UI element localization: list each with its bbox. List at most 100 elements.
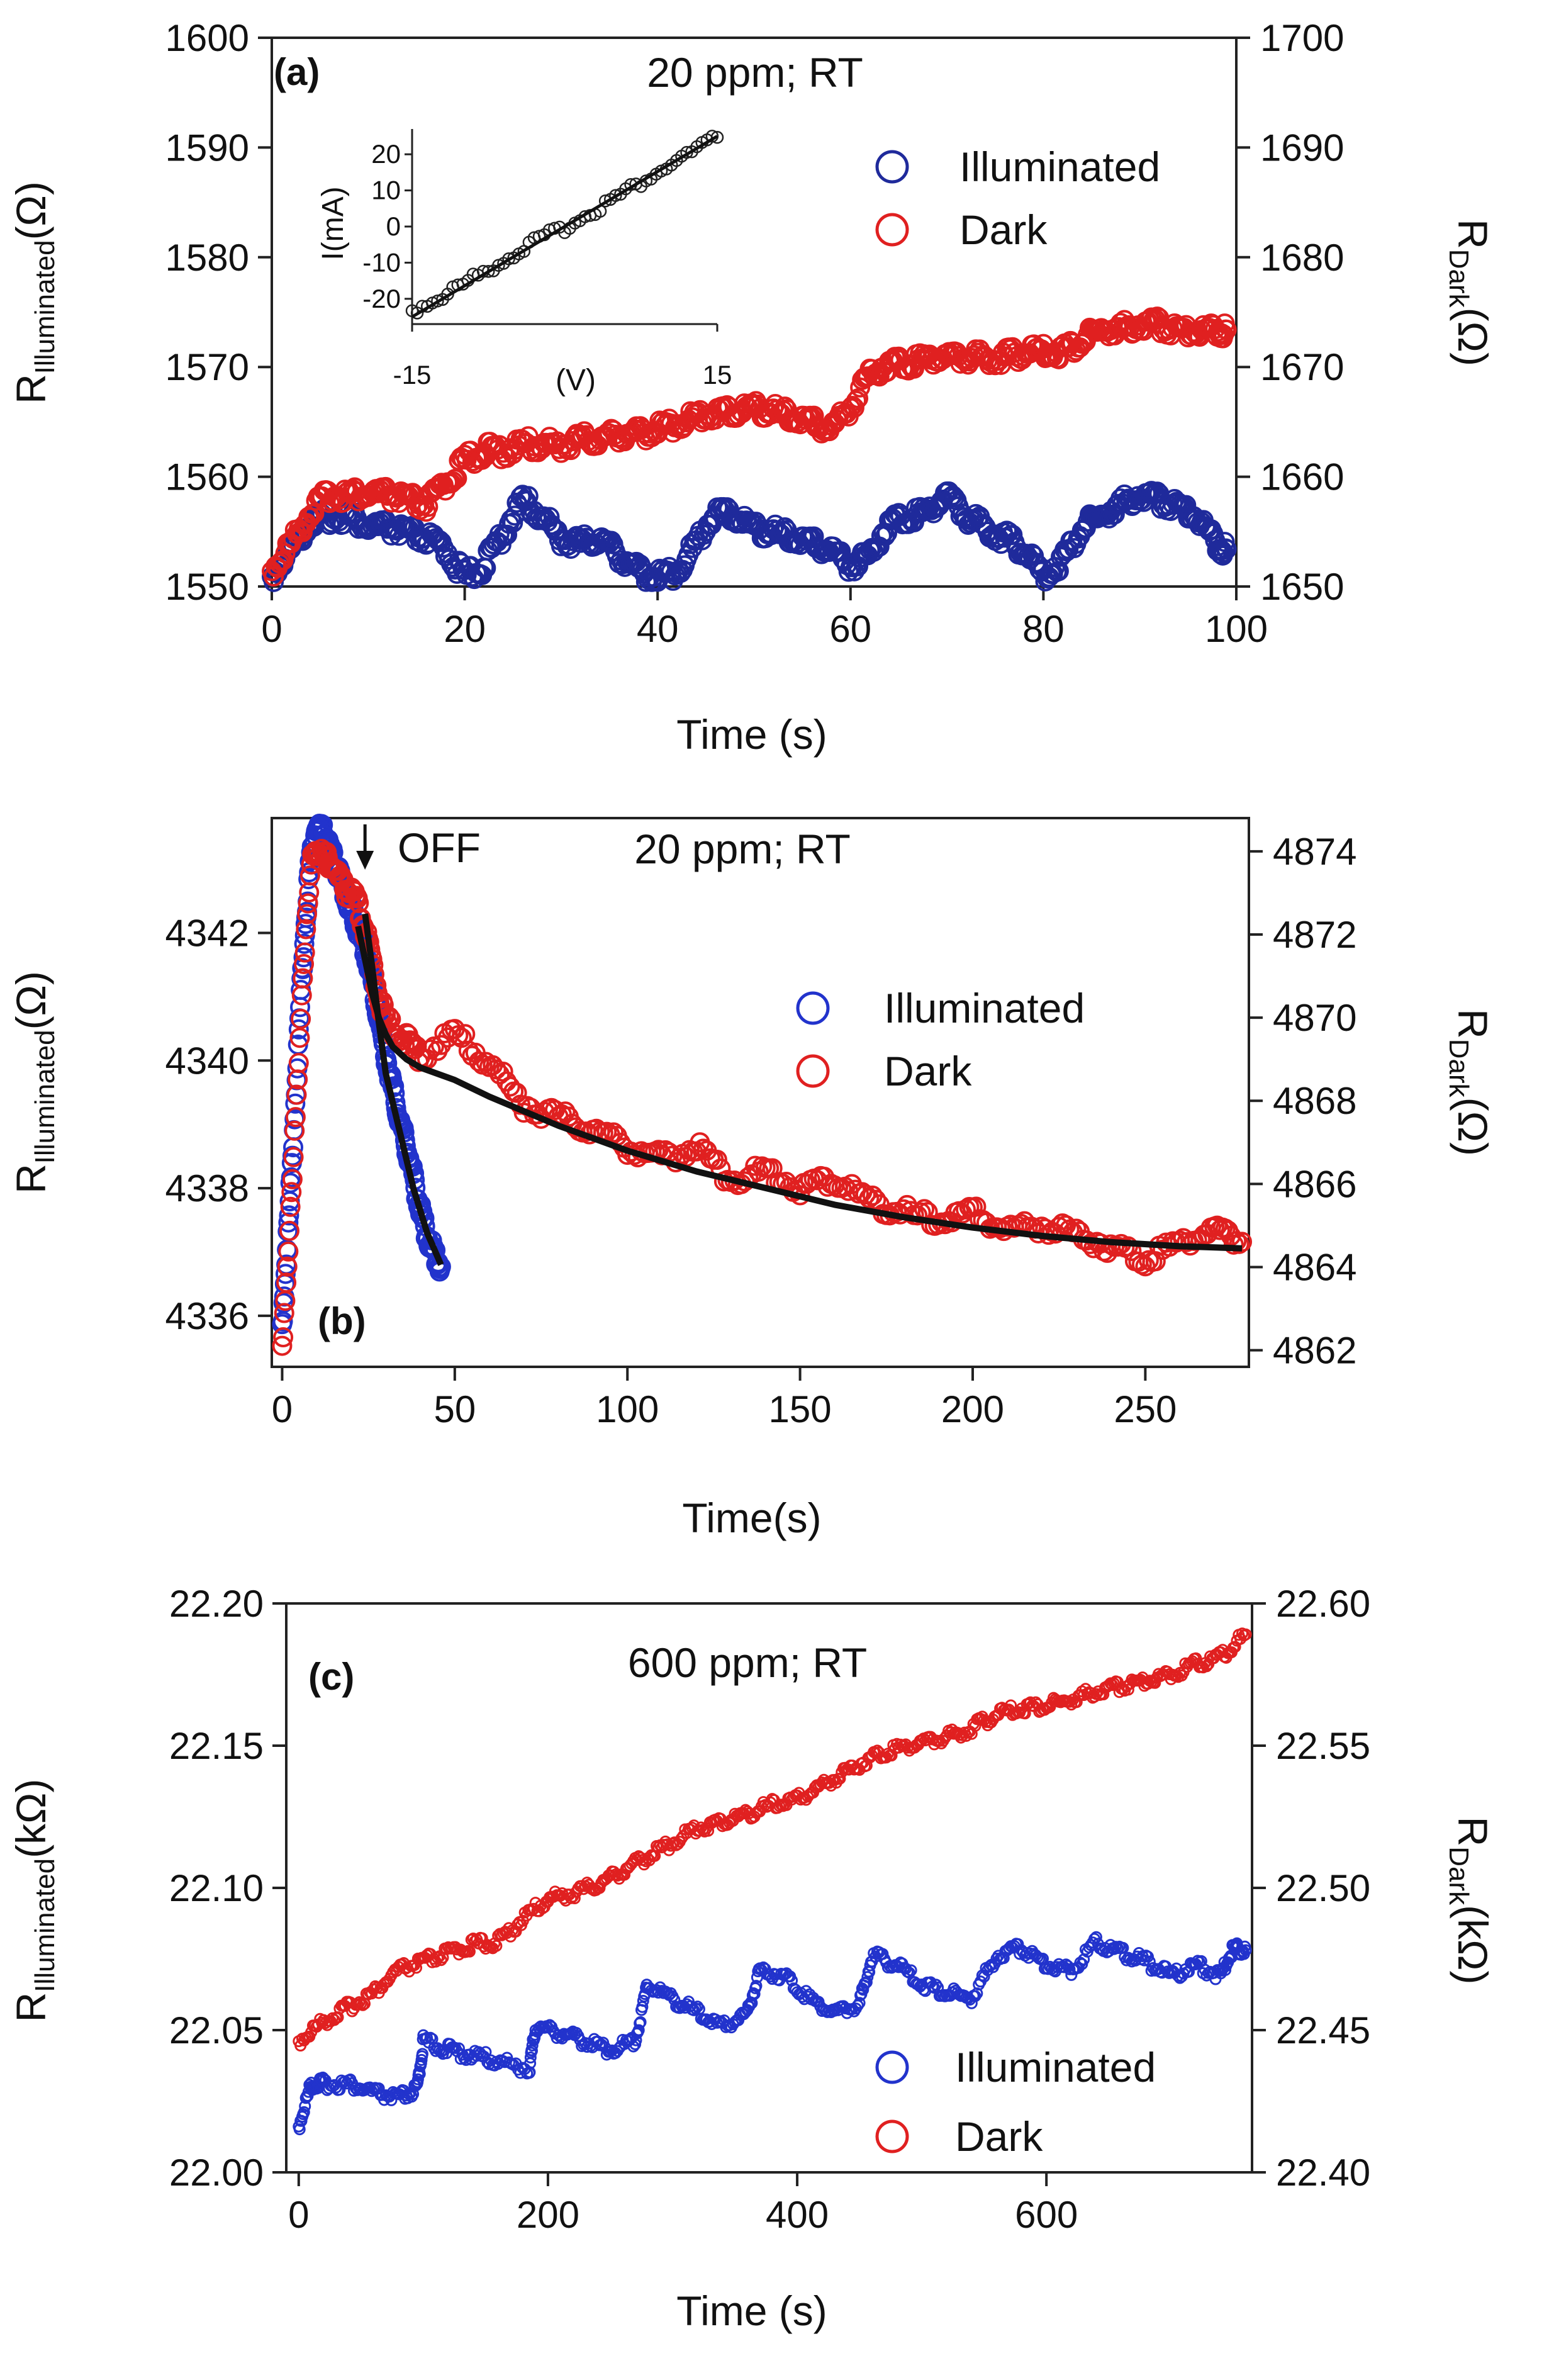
- panel-b-point-dark: [285, 1107, 306, 1128]
- panel-c-left-title-unit: (kΩ): [8, 1779, 54, 1858]
- panel-a-point-illuminated: [510, 486, 531, 507]
- panel-c-point-illuminated: [411, 2073, 424, 2085]
- panel-b-legend: Illuminated Dark: [796, 985, 1085, 1094]
- panel-a-x-tick-label: 0: [261, 608, 282, 650]
- panel-c-point-illuminated: [688, 2004, 700, 2016]
- panel-c-point-dark: [739, 1804, 752, 1816]
- panel-b-point-dark: [420, 1039, 441, 1060]
- panel-c-left-axis-title: RIlluminated(kΩ): [8, 1779, 60, 2023]
- panel-b-left-tick-label: 4338: [165, 1167, 249, 1210]
- panel-c-series-dark: [293, 1627, 1252, 2052]
- panel-a-left-tick-label: 1570: [165, 346, 249, 388]
- panel-b-left-tick-label: 4342: [165, 912, 249, 955]
- panel-c-point-illuminated: [293, 2123, 306, 2136]
- panel-a-x-tick-label: 20: [444, 608, 486, 650]
- panel-c-point-illuminated: [632, 2024, 645, 2036]
- panel-b-left-title-unit: (Ω): [8, 971, 54, 1030]
- panel-b-legend-marker-illuminated: [796, 991, 830, 1025]
- panel-c-point-illuminated: [1239, 1944, 1252, 1956]
- panel-c-right-tick-label: 22.55: [1276, 1725, 1370, 1767]
- panel-b-point-dark: [286, 1084, 307, 1105]
- panel-c: 0 200 400 600 22.00 22.05 22.10 22.15 22.20 22.40…: [8, 1583, 1496, 2334]
- panel-b-legend-label-dark: Dark: [884, 1048, 972, 1094]
- panel-a-point-dark: [441, 473, 462, 493]
- panel-c-point-dark: [773, 1800, 786, 1812]
- panel-b-point-dark: [281, 1182, 302, 1203]
- panel-a-right-title-sub: Dark: [1443, 249, 1474, 308]
- panel-b: 0 50 100 150 200 250 4336 4338 4340 4342 4862 4864 4…: [8, 813, 1496, 1541]
- panel-a-legend: Illuminated Dark: [875, 143, 1160, 253]
- panel-b-right-tick-label: 4866: [1273, 1163, 1356, 1205]
- panel-c-right-title-unit: (kΩ): [1450, 1905, 1496, 1984]
- panel-b-point-dark: [273, 1327, 294, 1348]
- panel-c-right-tick-label: 22.40: [1276, 2152, 1370, 2194]
- svg-text:RDark(kΩ): RDark(kΩ): [1443, 1817, 1496, 1985]
- panel-c-point-illuminated: [634, 2016, 647, 2028]
- panel-a-point-illuminated: [497, 524, 518, 545]
- panel-b-right-axis-title: RDark(Ω): [1443, 1009, 1496, 1156]
- panel-b-point-dark: [855, 1184, 876, 1205]
- panel-a-right-tick-label: 1660: [1260, 456, 1344, 498]
- panel-c-point-illuminated: [544, 2019, 556, 2031]
- panel-c-point-illuminated: [1122, 1951, 1134, 1964]
- panel-c-point-illuminated: [433, 2044, 445, 2057]
- panel-a-legend-marker-illuminated: [875, 150, 909, 184]
- panel-c-point-illuminated: [1074, 1956, 1087, 1969]
- panel-c-point-dark: [1229, 1641, 1241, 1653]
- panel-b-point-illuminated: [294, 933, 315, 954]
- panel-b-legend-label-illuminated: Illuminated: [884, 985, 1085, 1031]
- panel-c-point-illuminated: [372, 2082, 385, 2095]
- panel-b-left-title-base: R: [8, 1164, 54, 1194]
- panel-c-point-dark: [357, 1999, 369, 2011]
- panel-b-point-dark: [284, 1120, 305, 1141]
- panel-a-point-illuminated: [1022, 543, 1043, 564]
- panel-b-point-dark: [423, 1036, 444, 1057]
- panel-b-point-dark: [1145, 1251, 1166, 1272]
- panel-a: 0 20 40 60 80 1001550156015701580159016001650…: [8, 17, 1496, 758]
- panel-c-left-tick-label: 22.00: [169, 2152, 264, 2194]
- inset-x-tick-label: 15: [703, 360, 732, 390]
- panel-b-x-tick-label: 150: [769, 1388, 832, 1430]
- panel-b-x-tick-label: 200: [941, 1388, 1004, 1430]
- panel-a-right-tick-label: 1690: [1260, 126, 1344, 169]
- panel-a-legend-marker-dark: [875, 213, 909, 247]
- panel-c-right-axis-title: RDark(kΩ): [1443, 1817, 1496, 1985]
- inset-fit-line: [411, 135, 719, 318]
- panel-a-left-tick-label: 1600: [165, 17, 249, 59]
- panel-c-plot-layer: 0 200 400 600 22.00 22.05 22.10 22.15 22.20 22.40…: [169, 1583, 1370, 2236]
- panel-b-point-dark: [279, 1220, 299, 1241]
- panel-b-point-illuminated: [275, 1264, 296, 1284]
- panel-b-point-dark: [294, 953, 315, 974]
- panel-c-left-title-sub: Illuminated: [30, 1858, 60, 1992]
- panel-c-point-illuminated: [748, 1988, 761, 2001]
- panel-a-right-tick-label: 1700: [1260, 17, 1344, 59]
- svg-text:RDark(Ω): RDark(Ω): [1443, 219, 1496, 366]
- panel-a-legend-label-illuminated: Illuminated: [959, 143, 1160, 190]
- panel-c-x-tick-label: 400: [766, 2194, 829, 2236]
- panel-b-point-dark: [707, 1149, 727, 1170]
- panel-c-x-tick-label: 0: [288, 2194, 309, 2236]
- panel-b-point-dark: [298, 893, 318, 914]
- panel-c-point-illuminated: [523, 2066, 536, 2079]
- panel-b-right-tick-label: 4864: [1273, 1246, 1356, 1288]
- panel-a-x-tick-label: 100: [1205, 608, 1268, 650]
- panel-c-x-axis-title: Time (s): [676, 2287, 827, 2334]
- panel-b-point-dark: [294, 942, 315, 963]
- svg-text:RIlluminated(Ω): RIlluminated(Ω): [8, 181, 60, 404]
- panel-c-point-illuminated: [1111, 1942, 1124, 1955]
- inset-point: [502, 252, 515, 266]
- panel-c-right-tick-label: 22.50: [1276, 1867, 1370, 1909]
- panel-b-point-dark: [276, 1272, 297, 1293]
- panel-a-point-dark: [803, 405, 824, 426]
- panel-b-point-dark: [280, 1196, 301, 1217]
- panel-c-left-tick-label: 22.15: [169, 1725, 264, 1767]
- panel-a-left-tick-label: 1550: [165, 566, 249, 608]
- panel-b-point-illuminated: [285, 1093, 306, 1114]
- panel-a-point-dark: [418, 497, 439, 517]
- panel-a-point-illuminated: [709, 499, 730, 520]
- panel-a-point-dark: [846, 390, 866, 411]
- panel-a-point-dark: [848, 388, 869, 408]
- panel-a-legend-label-dark: Dark: [959, 206, 1048, 253]
- inset-y-tick-label: 10: [371, 176, 401, 205]
- panel-c-legend-marker-dark: [875, 2119, 909, 2153]
